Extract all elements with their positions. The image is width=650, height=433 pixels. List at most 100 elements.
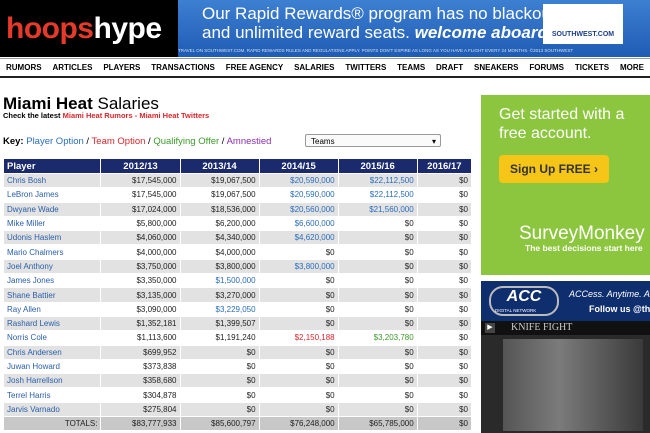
logo-box: hoopshype bbox=[0, 0, 178, 57]
nav-item[interactable]: SNEAKERS bbox=[474, 63, 519, 72]
video-frame bbox=[503, 339, 643, 431]
nav-item[interactable]: PLAYERS bbox=[103, 63, 141, 72]
link[interactable]: Miami Heat Twitters bbox=[139, 111, 210, 120]
nav-item[interactable]: TICKETS bbox=[574, 63, 610, 72]
player-name[interactable]: Josh Harrellson bbox=[2, 373, 102, 389]
column-header: 2016/17 bbox=[416, 158, 473, 174]
acc-line[interactable]: Follow us @the bbox=[589, 304, 650, 314]
nav-item[interactable]: TWITTERS bbox=[345, 63, 387, 72]
player-name[interactable]: Ray Allen bbox=[2, 301, 102, 317]
salary-cell: $21,560,000 bbox=[337, 201, 418, 217]
table-row: Shane Battier $3,135,000 $3,270,000 $0 $0 $0 bbox=[2, 287, 473, 303]
salary-cell: $699,952 bbox=[100, 344, 181, 360]
key-sep: / bbox=[219, 136, 227, 147]
table-row: Mario Chalmers $4,000,000 $4,000,000 $0 $0 $0 bbox=[2, 244, 473, 260]
salary-cell: $0 bbox=[416, 287, 473, 303]
nav-item[interactable]: RUMORS bbox=[6, 63, 42, 72]
salary-cell: $3,135,000 bbox=[100, 287, 181, 303]
player-name[interactable]: Terrel Harris bbox=[2, 387, 102, 403]
nav-item[interactable]: FREE AGENCY bbox=[225, 63, 284, 72]
salary-cell: $3,750,000 bbox=[100, 258, 181, 275]
nav-bar: RUMORS ARTICLES PLAYERS TRANSACTIONS FREE AG… bbox=[0, 58, 650, 78]
ad-brand[interactable]: SurveyMonkey bbox=[519, 223, 645, 244]
table-row: LeBron James $17,545,000 $19,067,500 $20,59… bbox=[2, 187, 473, 203]
ad-brand[interactable]: SOUTHWEST.COM bbox=[543, 4, 623, 44]
acc-line[interactable]: ACCess. Anytime. A bbox=[569, 289, 650, 299]
ad-line[interactable]: Our Rapid Rewards® program has no blacko… bbox=[202, 4, 602, 23]
salary-cell: $0 bbox=[337, 401, 418, 418]
salary-cell: $0 bbox=[416, 330, 473, 346]
nav-item[interactable]: TEAMS bbox=[397, 63, 426, 72]
column-header: 2015/16 bbox=[337, 158, 418, 174]
player-name[interactable]: LeBron James bbox=[2, 187, 102, 203]
play-icon[interactable]: ▶ bbox=[485, 323, 495, 333]
table-row: Juwan Howard $373,838 $0 $0 $0 $0 bbox=[2, 358, 473, 375]
salary-cell: $19,067,500 bbox=[179, 187, 260, 203]
column-header: 2012/13 bbox=[100, 158, 181, 174]
nav-item[interactable]: SALARIES bbox=[294, 63, 335, 72]
logo-a[interactable]: hoops bbox=[6, 12, 94, 45]
ad-head[interactable]: Get started with a free account. bbox=[499, 106, 625, 142]
salary-cell: $20,590,000 bbox=[258, 172, 339, 189]
salary-cell: $0 bbox=[258, 344, 339, 360]
ad-tagline[interactable]: welcome aboard bbox=[414, 23, 548, 42]
link[interactable]: Miami Heat Rumors bbox=[62, 111, 133, 120]
key-label: Key: bbox=[3, 136, 24, 147]
salary-cell: $0 bbox=[337, 244, 418, 260]
nav-item[interactable]: MORE bbox=[620, 63, 644, 72]
player-name[interactable]: Chris Bosh bbox=[2, 172, 102, 189]
salary-cell: $0 bbox=[337, 301, 418, 317]
video-title[interactable]: KNIFE FIGHT bbox=[481, 321, 650, 335]
player-name[interactable]: Norris Cole bbox=[2, 330, 102, 346]
table-row: Josh Harrellson $358,680 $0 $0 $0 $0 bbox=[2, 373, 473, 389]
sep: - bbox=[134, 111, 138, 120]
title-team: Miami Heat bbox=[3, 94, 93, 113]
player-name[interactable]: Rashard Lewis bbox=[2, 315, 102, 332]
salary-cell: $0 bbox=[337, 258, 418, 275]
ad-button[interactable]: Sign Up FREE › bbox=[499, 155, 609, 183]
salary-cell: $3,203,780 bbox=[337, 330, 418, 346]
ad-line[interactable]: and unlimited reward seats. bbox=[202, 23, 410, 42]
salary-cell: $0 bbox=[258, 373, 339, 389]
logo[interactable]: hoopshype bbox=[6, 12, 162, 46]
logo-b[interactable]: hype bbox=[93, 12, 163, 45]
nav-item[interactable]: FORUMS bbox=[529, 63, 565, 72]
video[interactable]: KNIFE FIGHT ▶ bbox=[481, 321, 650, 433]
player-name[interactable]: Jarvis Varnado bbox=[2, 401, 102, 418]
salary-cell: $0 bbox=[416, 273, 473, 289]
total-cell: $76,248,000 bbox=[258, 416, 339, 432]
salary-cell: $0 bbox=[416, 187, 473, 203]
player-name[interactable]: Juwan Howard bbox=[2, 358, 102, 375]
salary-cell: $6,600,000 bbox=[258, 215, 339, 232]
salary-cell: $275,804 bbox=[100, 401, 181, 418]
salary-cell: $0 bbox=[258, 244, 339, 260]
player-name[interactable]: Mike Miller bbox=[2, 215, 102, 232]
player-name[interactable]: Dwyane Wade bbox=[2, 201, 102, 217]
ad-banner[interactable]: Our Rapid Rewards® program has no blacko… bbox=[178, 0, 650, 57]
ad-acc[interactable]: ACC DIGITAL NETWORK ACCess. Anytime. A F… bbox=[481, 281, 650, 321]
salary-cell: $0 bbox=[416, 373, 473, 389]
player-name[interactable]: Chris Andersen bbox=[2, 344, 102, 360]
title-rest: Salaries bbox=[97, 94, 159, 113]
player-name[interactable]: Udonis Haslem bbox=[2, 230, 102, 246]
header-row: Player 2012/13 2013/14 2014/15 2015/16 2016/1… bbox=[2, 158, 473, 174]
ad-surveymonkey[interactable]: Get started with a free account. Sign Up… bbox=[481, 95, 650, 275]
salary-cell: $1,500,000 bbox=[179, 273, 260, 289]
table-row: Chris Andersen $699,952 $0 $0 $0 $0 bbox=[2, 344, 473, 360]
player-name[interactable]: Joel Anthony bbox=[2, 258, 102, 275]
salary-cell: $4,000,000 bbox=[179, 244, 260, 260]
salary-cell: $4,060,000 bbox=[100, 230, 181, 246]
select-text[interactable]: Teams bbox=[311, 137, 335, 146]
player-name[interactable]: Mario Chalmers bbox=[2, 244, 102, 260]
player-name[interactable]: James Jones bbox=[2, 273, 102, 289]
nav-item[interactable]: ARTICLES bbox=[52, 63, 93, 72]
salary-cell: $0 bbox=[416, 244, 473, 260]
player-name[interactable]: Shane Battier bbox=[2, 287, 102, 303]
ad-tag[interactable]: The best decisions start here bbox=[525, 243, 643, 253]
nav-item[interactable]: TRANSACTIONS bbox=[151, 63, 215, 72]
acc-logo[interactable]: ACC bbox=[489, 286, 559, 316]
team-select[interactable]: Teams ▾ bbox=[305, 134, 441, 147]
salary-cell: $20,560,000 bbox=[258, 201, 339, 217]
salary-cell: $3,270,000 bbox=[179, 287, 260, 303]
nav-item[interactable]: DRAFT bbox=[436, 63, 464, 72]
